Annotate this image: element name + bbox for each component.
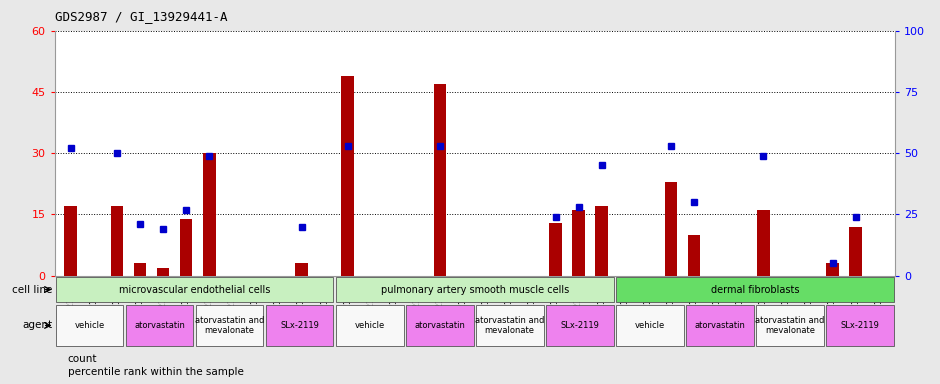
Bar [572,210,585,276]
Bar [849,227,862,276]
Text: vehicle: vehicle [634,321,665,330]
Bar [64,206,77,276]
Text: pulmonary artery smooth muscle cells: pulmonary artery smooth muscle cells [381,285,569,295]
Text: atorvastatin and
mevalonate: atorvastatin and mevalonate [475,316,544,335]
Bar [336,277,614,302]
Text: atorvastatin: atorvastatin [695,321,745,330]
Text: microvascular endothelial cells: microvascular endothelial cells [118,285,271,295]
Text: atorvastatin and
mevalonate: atorvastatin and mevalonate [195,316,264,335]
Bar [688,235,700,276]
Text: cell line: cell line [12,285,53,295]
Bar [757,210,770,276]
Bar [133,263,147,276]
Bar [756,305,823,346]
Bar [55,277,334,302]
Bar [406,305,474,346]
Bar [595,206,608,276]
Text: vehicle: vehicle [354,321,384,330]
Text: SLx-2119: SLx-2119 [280,321,319,330]
Bar [203,153,215,276]
Bar [336,305,403,346]
Bar [180,218,193,276]
Bar [616,305,683,346]
Text: SLx-2119: SLx-2119 [840,321,879,330]
Text: dermal fibroblasts: dermal fibroblasts [711,285,799,295]
Bar [826,263,838,276]
Bar [665,182,678,276]
Bar [157,268,169,276]
Bar [55,276,895,384]
Bar [549,223,562,276]
Text: atorvastatin and
mevalonate: atorvastatin and mevalonate [755,316,824,335]
Bar [111,206,123,276]
Text: count: count [68,354,97,364]
Bar [433,84,446,276]
Text: atorvastatin: atorvastatin [134,321,185,330]
Text: SLx-2119: SLx-2119 [560,321,599,330]
Bar [686,305,754,346]
Bar [196,305,263,346]
Bar [295,263,308,276]
Bar [341,76,354,276]
Bar [126,305,194,346]
Text: GDS2987 / GI_13929441-A: GDS2987 / GI_13929441-A [55,10,227,23]
Bar [546,305,614,346]
Bar [616,277,894,302]
Bar [476,305,543,346]
Text: vehicle: vehicle [74,321,104,330]
Text: atorvastatin: atorvastatin [415,321,465,330]
Text: percentile rank within the sample: percentile rank within the sample [68,367,243,377]
Text: agent: agent [23,320,53,331]
Bar [266,305,334,346]
Bar [55,305,123,346]
Bar [826,305,894,346]
